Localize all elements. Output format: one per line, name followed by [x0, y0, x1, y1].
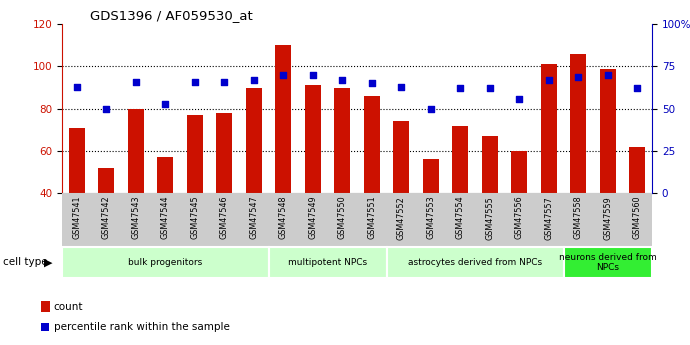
- Text: GSM47547: GSM47547: [249, 196, 258, 239]
- Point: [425, 106, 436, 111]
- Bar: [423, 159, 439, 193]
- Point: [189, 79, 200, 85]
- Text: cell type: cell type: [3, 257, 48, 267]
- Text: GSM47551: GSM47551: [367, 196, 376, 239]
- Text: GSM47545: GSM47545: [190, 196, 199, 239]
- Bar: [305, 86, 321, 193]
- Point: [573, 74, 584, 79]
- Text: GSM47553: GSM47553: [426, 196, 435, 239]
- Text: neurons derived from
NPCs: neurons derived from NPCs: [559, 253, 657, 272]
- Bar: [482, 136, 498, 193]
- Point: [396, 84, 407, 89]
- Text: ▶: ▶: [43, 257, 52, 267]
- Bar: [541, 64, 557, 193]
- Point: [543, 77, 554, 83]
- Bar: [98, 168, 115, 193]
- Bar: [334, 88, 351, 193]
- Bar: [564, 247, 652, 278]
- Point: [602, 72, 613, 78]
- Text: GSM47544: GSM47544: [161, 196, 170, 239]
- Text: GSM47542: GSM47542: [102, 196, 111, 239]
- Point: [71, 84, 82, 89]
- Point: [101, 106, 112, 111]
- Bar: [452, 126, 469, 193]
- Point: [307, 72, 318, 78]
- Bar: [216, 113, 233, 193]
- Text: GDS1396 / AF059530_at: GDS1396 / AF059530_at: [90, 9, 253, 22]
- Text: astrocytes derived from NPCs: astrocytes derived from NPCs: [408, 258, 542, 267]
- Text: GSM47554: GSM47554: [456, 196, 465, 239]
- Text: GSM47557: GSM47557: [544, 196, 553, 240]
- Point: [278, 72, 289, 78]
- Text: percentile rank within the sample: percentile rank within the sample: [54, 322, 230, 332]
- Text: GSM47543: GSM47543: [131, 196, 140, 239]
- Bar: [364, 96, 380, 193]
- Bar: [62, 247, 268, 278]
- Bar: [629, 147, 645, 193]
- Text: GSM47546: GSM47546: [220, 196, 229, 239]
- Text: multipotent NPCs: multipotent NPCs: [288, 258, 367, 267]
- Point: [484, 86, 495, 91]
- Bar: [275, 45, 291, 193]
- Text: GSM47552: GSM47552: [397, 196, 406, 240]
- Text: count: count: [54, 302, 83, 312]
- Text: GSM47550: GSM47550: [338, 196, 347, 239]
- Point: [130, 79, 141, 85]
- Text: GSM47558: GSM47558: [574, 196, 583, 239]
- Text: GSM47541: GSM47541: [72, 196, 81, 239]
- Text: GSM47548: GSM47548: [279, 196, 288, 239]
- Bar: [246, 88, 262, 193]
- Point: [455, 86, 466, 91]
- Bar: [511, 151, 527, 193]
- Point: [248, 77, 259, 83]
- Text: GSM47560: GSM47560: [633, 196, 642, 239]
- Bar: [393, 121, 409, 193]
- Bar: [570, 54, 586, 193]
- Point: [219, 79, 230, 85]
- Bar: [386, 247, 564, 278]
- Point: [632, 86, 643, 91]
- Bar: [69, 128, 85, 193]
- Point: [366, 80, 377, 86]
- Text: GSM47555: GSM47555: [485, 196, 494, 240]
- Text: GSM47559: GSM47559: [603, 196, 612, 240]
- Bar: [157, 157, 173, 193]
- Text: GSM47549: GSM47549: [308, 196, 317, 239]
- Bar: [600, 69, 616, 193]
- Point: [514, 96, 525, 101]
- Text: bulk progenitors: bulk progenitors: [128, 258, 202, 267]
- Bar: [187, 115, 203, 193]
- Bar: [128, 109, 144, 193]
- Point: [337, 77, 348, 83]
- Text: GSM47556: GSM47556: [515, 196, 524, 239]
- Point: [160, 101, 171, 106]
- Bar: [268, 247, 386, 278]
